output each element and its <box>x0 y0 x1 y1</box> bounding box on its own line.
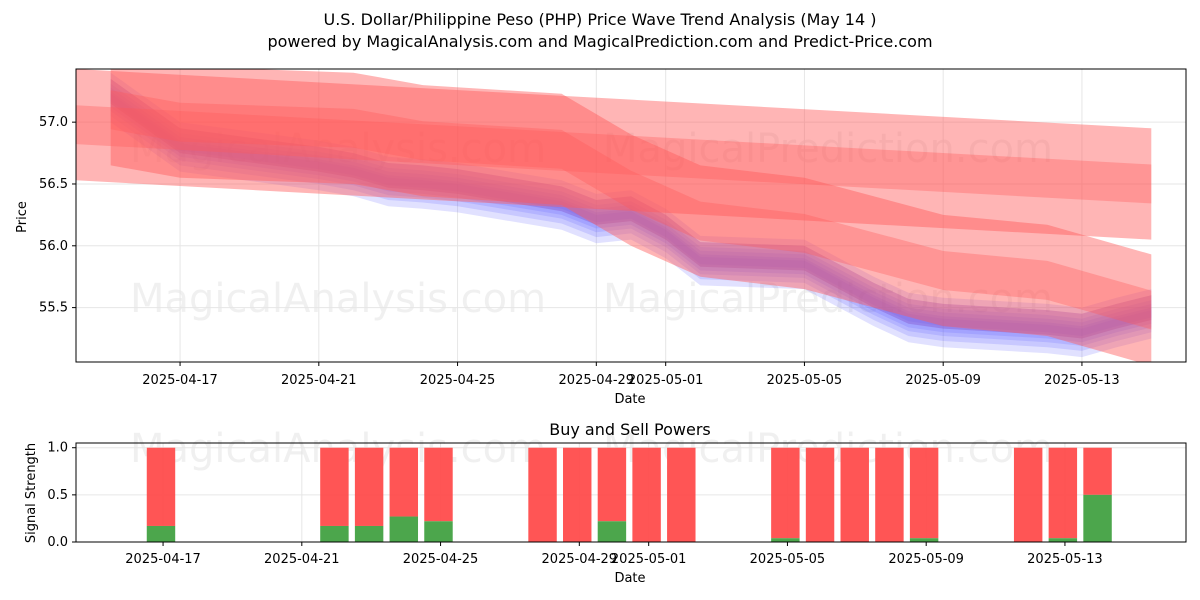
price-x-tick-label: 2025-04-29 <box>559 373 635 388</box>
price-y-tick-label: 56.5 <box>39 177 68 192</box>
price-x-tick-label: 2025-04-25 <box>420 373 496 388</box>
price-x-tick-label: 2025-05-09 <box>905 373 981 388</box>
buy-power-bar <box>597 521 627 542</box>
sell-power-bar <box>597 447 627 522</box>
price-y-tick-label: 57.0 <box>39 115 68 130</box>
sell-power-bar <box>528 447 557 542</box>
purple-overlap-band <box>110 78 1152 339</box>
sell-power-bar <box>805 447 835 542</box>
blue-wave-band <box>110 93 1152 336</box>
signal-x-tick-label: 2025-05-01 <box>611 552 687 567</box>
signal-x-axis-label: Date <box>614 571 645 586</box>
price-y-tick-label: 55.5 <box>39 301 68 316</box>
buy-power-bar <box>1083 494 1112 542</box>
signal-y-tick-label: 0.5 <box>47 488 68 503</box>
price-y-axis-label: Price <box>15 201 30 233</box>
signal-x-tick-label: 2025-04-29 <box>542 552 618 567</box>
watermark-mid-left: MagicalAnalysis.com <box>130 276 546 322</box>
chart-subtitle: powered by MagicalAnalysis.com and Magic… <box>267 32 933 51</box>
signal-x-tick-label: 2025-04-17 <box>125 552 201 567</box>
sell-power-bar <box>1083 447 1112 495</box>
sell-power-bar <box>563 447 592 542</box>
sell-power-bar <box>320 447 349 526</box>
sell-power-bar <box>1013 447 1043 542</box>
buy-power-bar <box>389 516 419 542</box>
blue-wave-band <box>110 78 1152 351</box>
price-x-axis-label: Date <box>614 392 645 407</box>
signal-y-tick-label: 1.0 <box>47 441 68 456</box>
watermark-top-left: MagicalAnalysis.com <box>130 126 546 172</box>
price-y-tick-label: 56.0 <box>39 239 68 254</box>
sell-power-bar <box>632 447 661 542</box>
price-x-tick-label: 2025-05-01 <box>628 373 704 388</box>
buy-power-bar <box>771 538 800 542</box>
red-wave-band <box>110 69 1152 362</box>
watermark-mid-right: MagicalPrediction.com <box>603 276 1053 322</box>
signal-bars <box>146 447 1112 542</box>
price-x-tick-label: 2025-05-05 <box>767 373 843 388</box>
sell-power-bar <box>875 447 904 542</box>
signal-chart-title: Buy and Sell Powers <box>549 420 711 439</box>
price-axes: 2025-04-17 2025-04-21 2025-04-25 2025-04-29… <box>39 68 1187 388</box>
blue-wave-band <box>110 87 1152 343</box>
blue-wave-band <box>110 72 1152 358</box>
signal-plot-frame <box>75 442 1187 543</box>
watermark-layer: MagicalAnalysis.com MagicalPrediction.co… <box>130 126 1053 472</box>
signal-y-tick-label: 0.0 <box>47 535 68 550</box>
buy-power-bar <box>909 538 939 542</box>
sell-power-bar <box>667 447 696 542</box>
sell-power-bar <box>771 447 800 539</box>
sell-power-bar <box>146 447 176 526</box>
price-plot-frame <box>75 68 1187 363</box>
signal-axes: 2025-04-17 2025-04-21 2025-04-25 2025-04-29… <box>47 441 1187 567</box>
signal-y-axis-label: Signal Strength <box>24 443 39 543</box>
red-wave-core <box>110 90 1152 330</box>
buy-power-bar <box>1048 538 1078 542</box>
signal-x-tick-label: 2025-05-09 <box>888 552 964 567</box>
signal-x-tick-label: 2025-05-13 <box>1027 552 1103 567</box>
price-grid <box>76 69 1186 362</box>
sell-power-bar <box>354 447 384 526</box>
red-wave-band <box>76 69 1152 240</box>
signal-x-tick-label: 2025-04-25 <box>403 552 479 567</box>
signal-x-tick-label: 2025-04-21 <box>264 552 340 567</box>
price-wave-bands <box>76 69 1152 362</box>
sell-power-bar <box>424 447 453 522</box>
buy-power-bar <box>320 525 349 542</box>
sell-power-bar <box>840 447 869 542</box>
price-x-tick-label: 2025-04-21 <box>281 373 357 388</box>
price-x-tick-label: 2025-05-13 <box>1044 373 1120 388</box>
sell-power-bar <box>1048 447 1078 539</box>
chart-title: U.S. Dollar/Philippine Peso (PHP) Price … <box>323 10 877 29</box>
buy-power-bar <box>424 521 453 542</box>
blue-wave-band <box>110 83 1152 346</box>
price-x-tick-label: 2025-04-17 <box>142 373 218 388</box>
signal-x-tick-label: 2025-05-05 <box>750 552 826 567</box>
blue-wave-band <box>110 91 1152 339</box>
buy-power-bar <box>354 525 384 542</box>
sell-power-bar <box>389 447 419 517</box>
sell-power-bar <box>909 447 939 539</box>
red-wave-core <box>76 105 1152 204</box>
watermark-top-right: MagicalPrediction.com <box>603 126 1053 172</box>
buy-power-bar <box>146 525 176 542</box>
